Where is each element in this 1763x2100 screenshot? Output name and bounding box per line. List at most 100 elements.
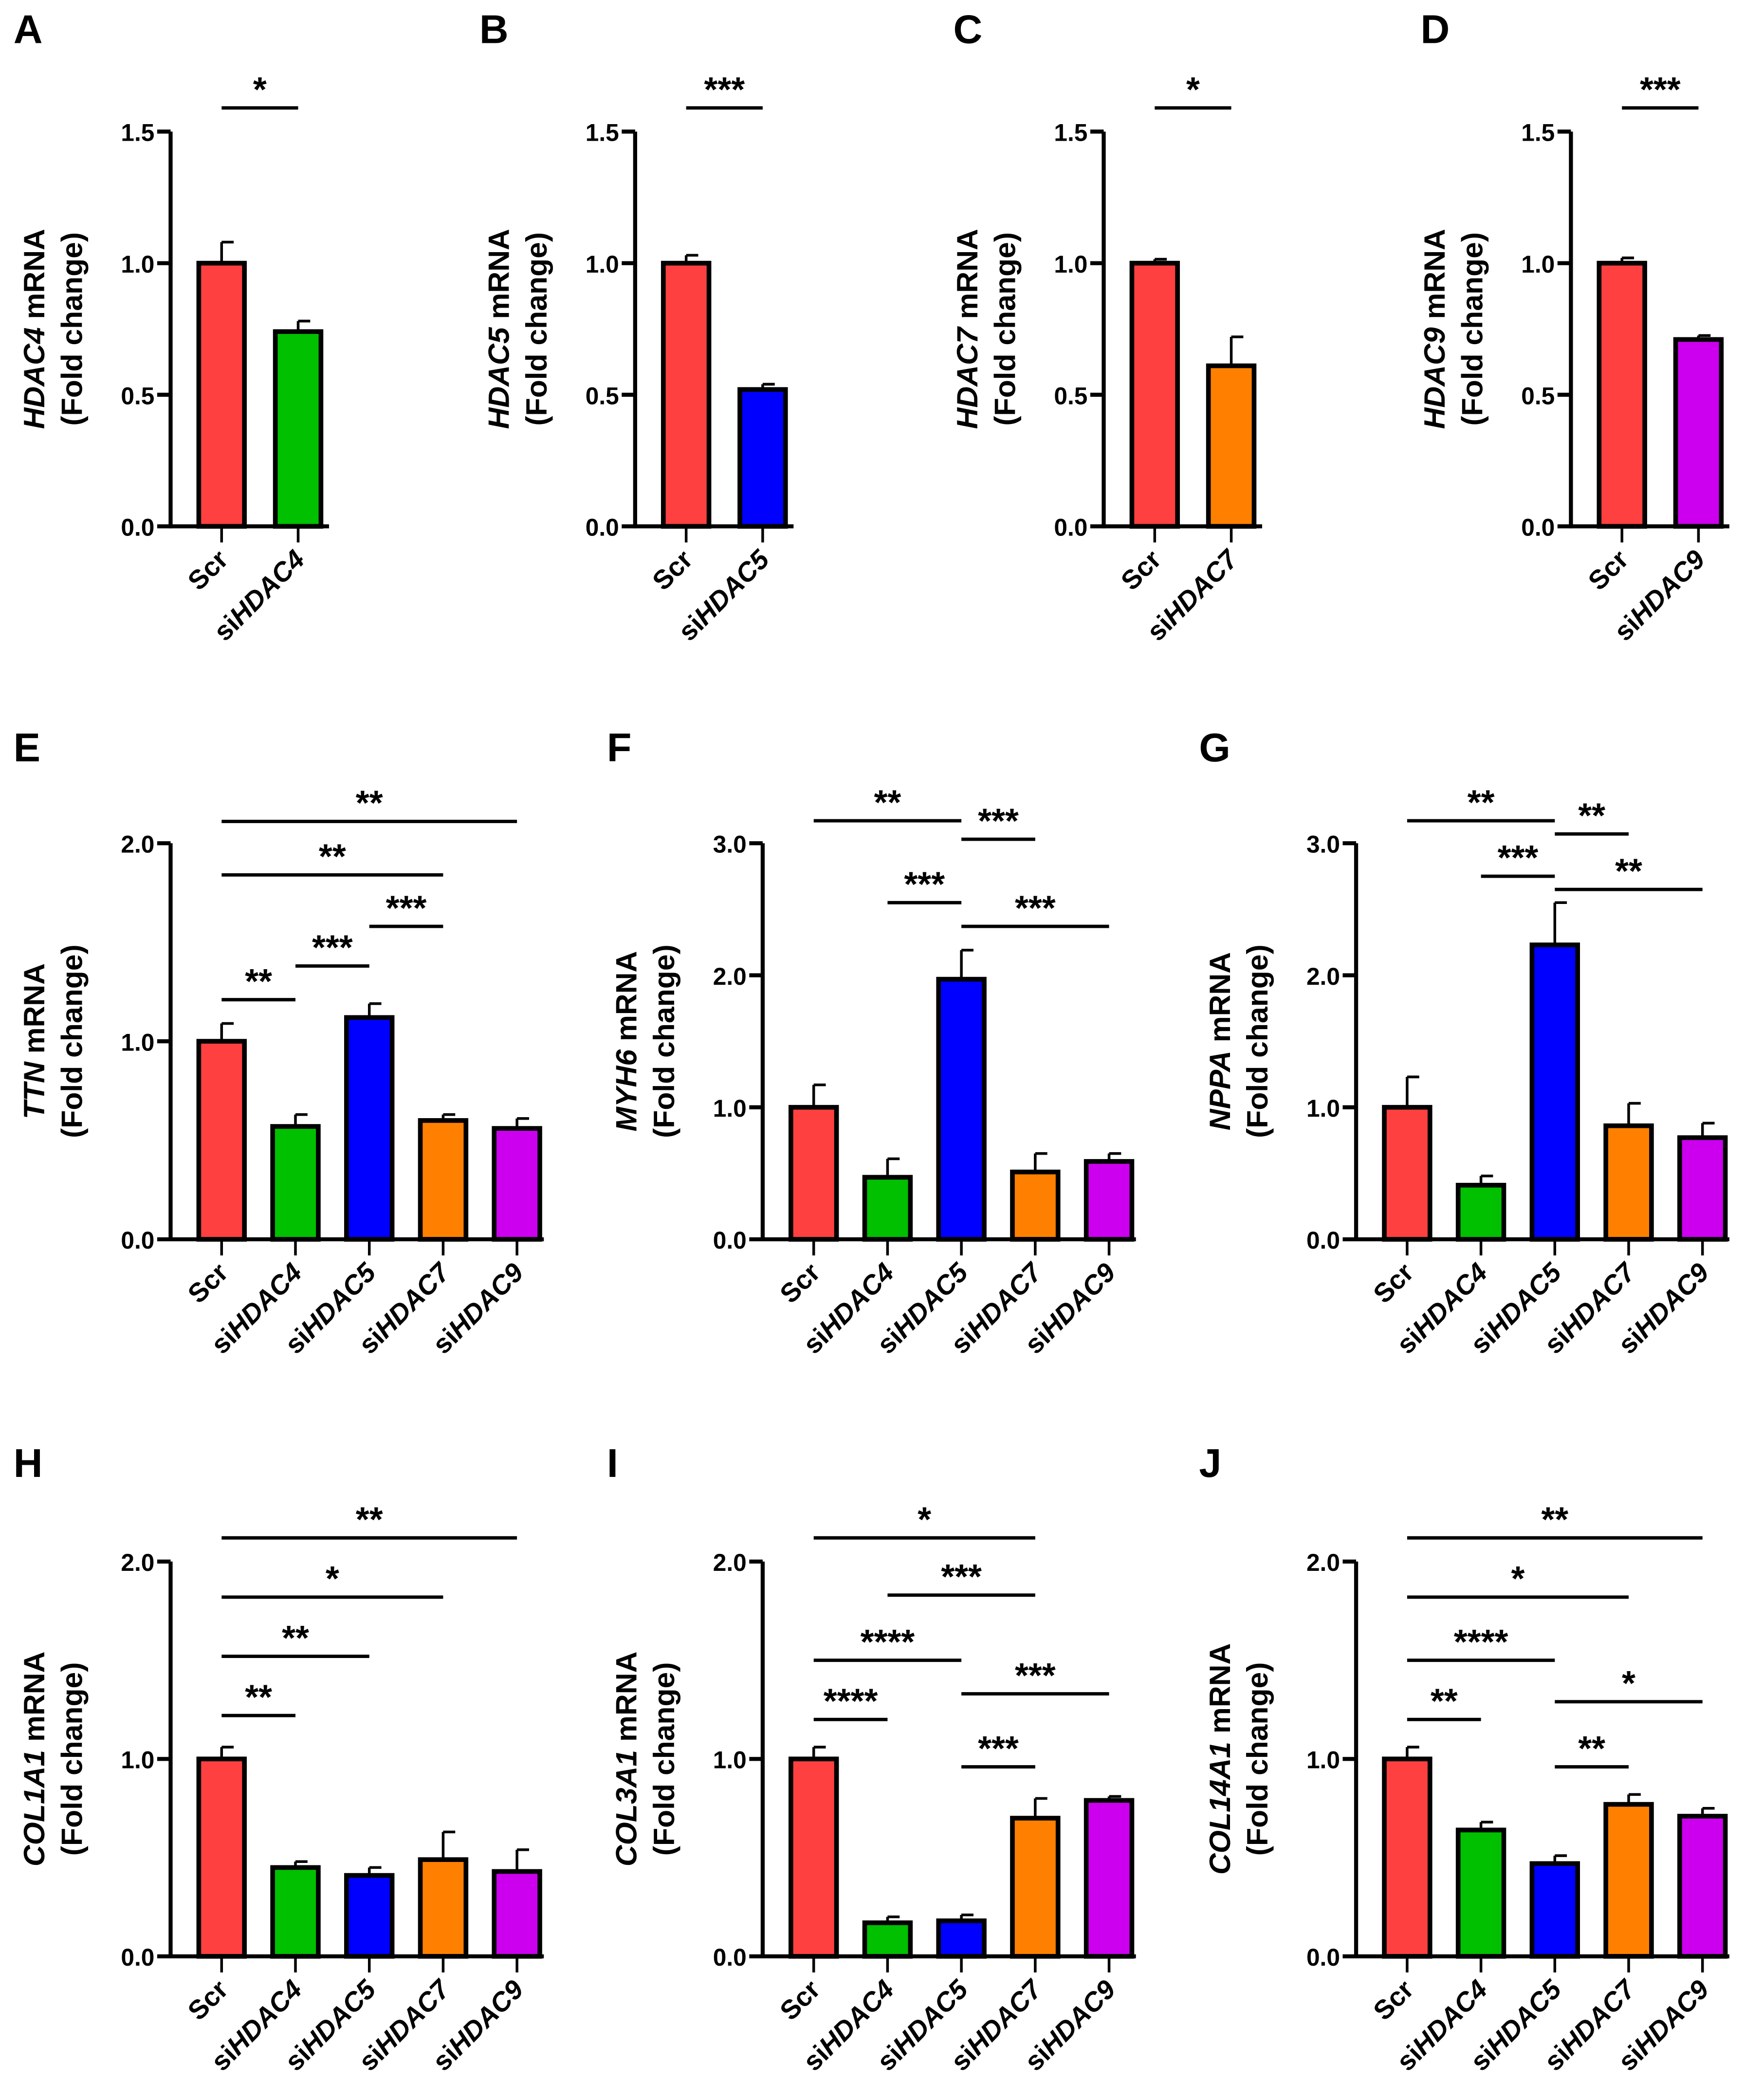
panel-letter: G <box>1199 725 1230 770</box>
bar-sihdac5 <box>936 1918 987 1959</box>
bar-sihdac4 <box>1455 1827 1506 1959</box>
y-tick-label: 0.0 <box>586 514 619 541</box>
y-axis-label: COL14A1 mRNA <box>1203 1643 1236 1875</box>
y-axis-label: TTN mRNA <box>18 963 51 1119</box>
bar-sihdac9 <box>1084 1159 1135 1242</box>
significance-label: **** <box>1454 1622 1508 1661</box>
y-tick-label: 1.0 <box>713 1747 747 1774</box>
significance-label: ** <box>356 1500 383 1539</box>
y-tick-label: 1.0 <box>121 251 154 278</box>
panel-e: EScrsiHDAC4siHDAC5siHDAC7siHDAC90.01.02.… <box>14 725 544 1360</box>
y-axis-label-units: (Fold change) <box>647 944 680 1138</box>
y-tick-label: 0.0 <box>1306 1227 1340 1254</box>
bar-sihdac5 <box>1529 1861 1580 1959</box>
panel-letter: F <box>607 725 632 770</box>
y-tick-label: 0.0 <box>1521 514 1555 541</box>
y-axis-label-units: (Fold change) <box>1455 232 1488 426</box>
y-axis-label-units: (Fold change) <box>1241 1662 1274 1856</box>
bar-sihdac4 <box>270 1124 321 1242</box>
y-axis-label: COL3A1 mRNA <box>610 1652 643 1867</box>
bar-sihdac5 <box>737 387 788 529</box>
y-axis-label: NPPA mRNA <box>1203 952 1236 1130</box>
y-tick-label: 2.0 <box>1306 963 1340 990</box>
bar-scr <box>196 1756 247 1959</box>
x-tick-label: Scr <box>1115 544 1167 596</box>
bar-sihdac7 <box>1603 1802 1654 1959</box>
x-tick-label: Scr <box>774 1974 826 2026</box>
y-tick-label: 2.0 <box>121 831 154 858</box>
y-tick-label: 1.0 <box>1306 1095 1340 1122</box>
bar-sihdac9 <box>492 1126 542 1242</box>
bar-sihdac9 <box>1084 1798 1135 1959</box>
y-tick-label: 2.0 <box>713 963 747 990</box>
y-tick-label: 1.5 <box>1054 119 1087 147</box>
y-tick-label: 3.0 <box>713 831 747 858</box>
panel-letter: E <box>14 725 40 770</box>
x-tick-label: Scr <box>1367 1974 1419 2026</box>
y-tick-label: 1.5 <box>1521 119 1555 147</box>
y-tick-label: 1.5 <box>121 119 154 147</box>
significance-label: ** <box>1615 851 1642 890</box>
bar-scr <box>1129 260 1180 529</box>
x-tick-label: Scr <box>182 1974 234 2026</box>
significance-label: *** <box>1015 888 1056 927</box>
bar-sihdac4 <box>273 329 324 529</box>
y-axis-label-units: (Fold change) <box>55 944 88 1138</box>
y-tick-label: 0.0 <box>1054 514 1087 541</box>
significance-label: *** <box>1015 1656 1056 1695</box>
bar-sihdac7 <box>418 1118 469 1242</box>
significance-label: ** <box>319 837 346 876</box>
y-tick-label: 2.0 <box>121 1549 154 1576</box>
significance-label: *** <box>386 888 427 927</box>
bar-scr <box>1382 1105 1432 1242</box>
panel-letter: I <box>607 1440 618 1486</box>
significance-label: *** <box>978 1729 1019 1768</box>
significance-label: * <box>918 1500 931 1539</box>
significance-label: *** <box>1498 838 1539 877</box>
panel-letter: A <box>14 6 43 52</box>
bar-sihdac7 <box>1206 363 1257 529</box>
panel-letter: J <box>1199 1440 1221 1486</box>
significance-label: *** <box>978 801 1019 840</box>
bar-sihdac5 <box>344 1015 395 1242</box>
significance-label: ** <box>245 1677 272 1716</box>
y-axis-label: HDAC7 mRNA <box>951 229 984 429</box>
bar-scr <box>788 1756 839 1959</box>
bar-sihdac7 <box>1603 1123 1654 1242</box>
significance-label: **** <box>861 1622 915 1661</box>
y-tick-label: 0.0 <box>121 1944 154 1971</box>
panel-j: JScrsiHDAC4siHDAC5siHDAC7siHDAC90.01.02.… <box>1199 1440 1729 2077</box>
panel-letter: C <box>954 6 983 52</box>
bar-sihdac4 <box>270 1865 321 1959</box>
bar-sihdac7 <box>1010 1169 1061 1242</box>
y-axis-label-units: (Fold change) <box>520 232 553 426</box>
bar-sihdac7 <box>418 1857 469 1959</box>
significance-label: ** <box>356 784 383 823</box>
panel-letter: H <box>14 1440 43 1486</box>
significance-label: * <box>1622 1664 1635 1703</box>
y-axis-label: MYH6 mRNA <box>610 951 643 1132</box>
y-tick-label: 0.0 <box>121 1227 154 1254</box>
x-tick-label: Scr <box>774 1257 826 1309</box>
bar-scr <box>1597 260 1647 529</box>
y-axis-label-units: (Fold change) <box>988 232 1021 426</box>
significance-label: * <box>1511 1559 1524 1598</box>
x-tick-label: Scr <box>182 544 234 596</box>
significance-label: * <box>326 1559 339 1598</box>
y-axis-label: HDAC9 mRNA <box>1418 229 1451 429</box>
y-tick-label: 1.0 <box>713 1095 747 1122</box>
y-tick-label: 0.0 <box>1306 1944 1340 1971</box>
significance-label: ** <box>1578 796 1605 835</box>
y-tick-label: 0.0 <box>713 1944 747 1971</box>
y-tick-label: 1.0 <box>1054 251 1087 278</box>
y-axis-label-units: (Fold change) <box>647 1662 680 1856</box>
y-tick-label: 1.0 <box>586 251 619 278</box>
bar-scr <box>788 1105 839 1242</box>
significance-label: *** <box>312 928 353 967</box>
x-tick-label: Scr <box>1367 1257 1419 1309</box>
